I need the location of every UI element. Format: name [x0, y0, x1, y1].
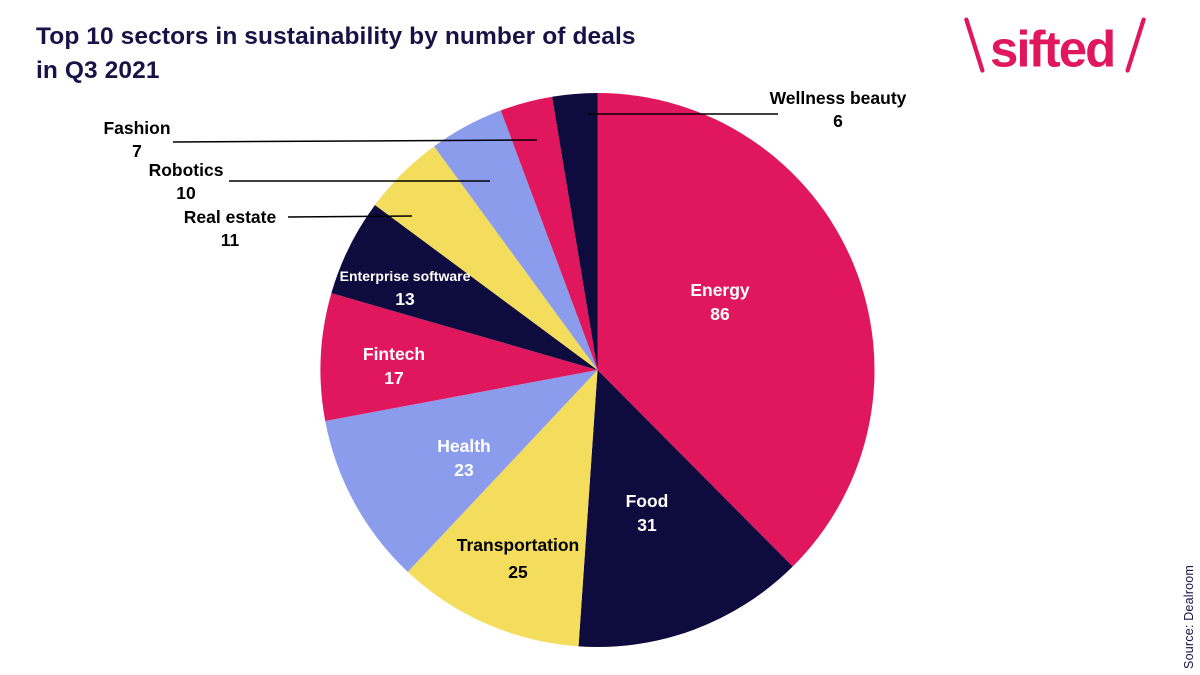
sifted-logo-svg: sifted	[964, 17, 1146, 78]
slice-label-value-real-estate: 11	[221, 230, 240, 250]
leader-line-fashion	[172, 139, 538, 143]
slice-label-value-transportation: 25	[508, 562, 528, 582]
leader-line-real-estate	[287, 215, 413, 218]
pie-slice-energy	[597, 93, 875, 567]
slice-label-value-fintech: 17	[384, 368, 403, 388]
slice-label-value-health: 23	[454, 460, 474, 480]
slice-label-name-wellness-beauty: Wellness beauty	[770, 88, 907, 108]
slice-label-value-energy: 86	[710, 304, 730, 324]
slice-label-name-energy: Energy	[690, 280, 750, 300]
pie-slice-health	[325, 370, 598, 572]
logo-slash-icon	[1125, 17, 1146, 73]
logo-backslash-icon	[964, 17, 985, 73]
slice-label-name-real-estate: Real estate	[184, 207, 277, 227]
chart-title: Top 10 sectors in sustainability by numb…	[36, 23, 636, 84]
slice-label-name-food: Food	[626, 491, 669, 511]
slice-label-name-enterprise-software: Enterprise software	[340, 268, 471, 284]
pie-slice-fintech	[320, 293, 598, 422]
pie-slice-real-estate	[374, 146, 598, 370]
pie-slice-robotics	[434, 110, 598, 371]
sifted-logo: sifted	[956, 12, 1154, 80]
slice-label-name-health: Health	[437, 436, 490, 456]
logo-text: sifted	[990, 21, 1114, 78]
slice-label-value-food: 31	[637, 515, 657, 535]
slice-label-value-robotics: 10	[176, 183, 196, 203]
slice-label-name-fintech: Fintech	[363, 344, 425, 364]
pie-slice-fashion	[500, 96, 598, 370]
source-credit: Source: Dealroom	[1182, 565, 1196, 669]
slice-label-name-robotics: Robotics	[149, 160, 224, 180]
pie-slice-transportation	[407, 370, 598, 647]
pie-slice-enterprise-software	[331, 205, 598, 370]
slice-label-name-transportation: Transportation	[457, 535, 580, 555]
pie-slice-food	[578, 370, 793, 648]
pie-slice-wellness-beauty	[552, 93, 598, 370]
slice-label-value-wellness-beauty: 6	[833, 111, 843, 131]
slice-label-value-fashion: 7	[132, 141, 142, 161]
slice-label-value-enterprise-software: 13	[395, 289, 415, 309]
slice-label-name-fashion: Fashion	[103, 118, 170, 138]
